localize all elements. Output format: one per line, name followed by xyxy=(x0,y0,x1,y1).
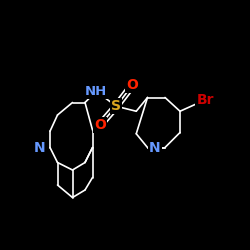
Text: N: N xyxy=(34,140,46,154)
Text: O: O xyxy=(94,118,106,132)
Text: Br: Br xyxy=(196,93,214,107)
Text: S: S xyxy=(111,99,121,113)
Text: O: O xyxy=(126,78,138,92)
Text: NH: NH xyxy=(85,85,108,98)
Text: N: N xyxy=(149,140,161,154)
